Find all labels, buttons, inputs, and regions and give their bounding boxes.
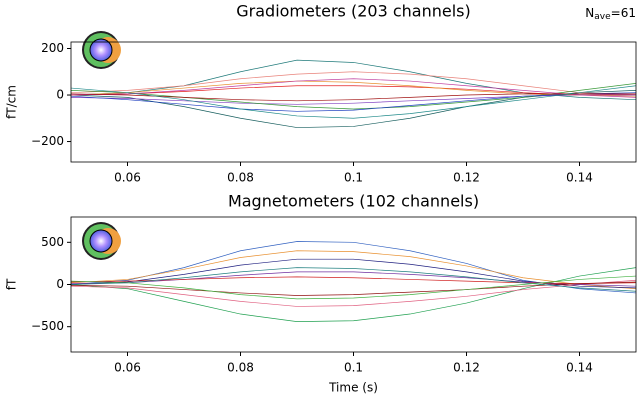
y-axis-label: fT/cm [5, 85, 19, 119]
x-tick-label: 0.06 [114, 171, 141, 185]
channel-line [71, 78, 636, 98]
chart-title: Gradiometers (203 channels) [236, 2, 470, 21]
x-tick-label: 0.06 [114, 361, 141, 375]
annotation-part: ave [594, 12, 611, 22]
y-tick-label: 0 [56, 277, 64, 291]
y-tick-label: 500 [41, 235, 64, 249]
axes-frame [70, 41, 637, 163]
x-tick-label: 0.12 [453, 361, 480, 375]
channel-line [71, 267, 636, 292]
channel-line [71, 279, 636, 307]
x-tick-label: 0.12 [453, 171, 480, 185]
annotation-part: =61 [611, 6, 636, 20]
channel-line [71, 94, 636, 105]
axes-frame [70, 216, 637, 353]
sensor-icon [82, 31, 121, 69]
x-tick-label: 0.14 [566, 171, 593, 185]
channel-line [71, 71, 636, 96]
x-tick-label: 0.08 [227, 361, 254, 375]
x-tick-label: 0.1 [344, 171, 363, 185]
x-axis-label: Time (s) [328, 381, 378, 395]
y-tick-label: −500 [31, 319, 64, 333]
channel-line [71, 85, 636, 96]
channel-line [71, 250, 636, 290]
plot-lines [71, 59, 636, 128]
y-tick-label: 200 [41, 41, 64, 55]
y-tick-label: 0 [56, 88, 64, 102]
channel-line [71, 275, 636, 300]
x-tick-label: 0.14 [566, 361, 593, 375]
channel-line [71, 93, 636, 102]
x-tick-label: 0.08 [227, 171, 254, 185]
chart-title: Magnetometers (102 channels) [228, 192, 479, 211]
annotation-part: N [585, 6, 594, 20]
plot-lines [71, 241, 636, 322]
nave-annotation: Nave=61 [585, 6, 636, 22]
sensor-icon [82, 222, 121, 260]
y-tick-label: −200 [31, 134, 64, 148]
channel-line [71, 281, 636, 296]
channel-line [71, 85, 636, 119]
channel-line [71, 80, 636, 97]
x-tick-label: 0.1 [344, 361, 363, 375]
channel-line [71, 83, 636, 110]
y-axis-label: fT [5, 278, 19, 290]
channel-line [71, 92, 636, 112]
